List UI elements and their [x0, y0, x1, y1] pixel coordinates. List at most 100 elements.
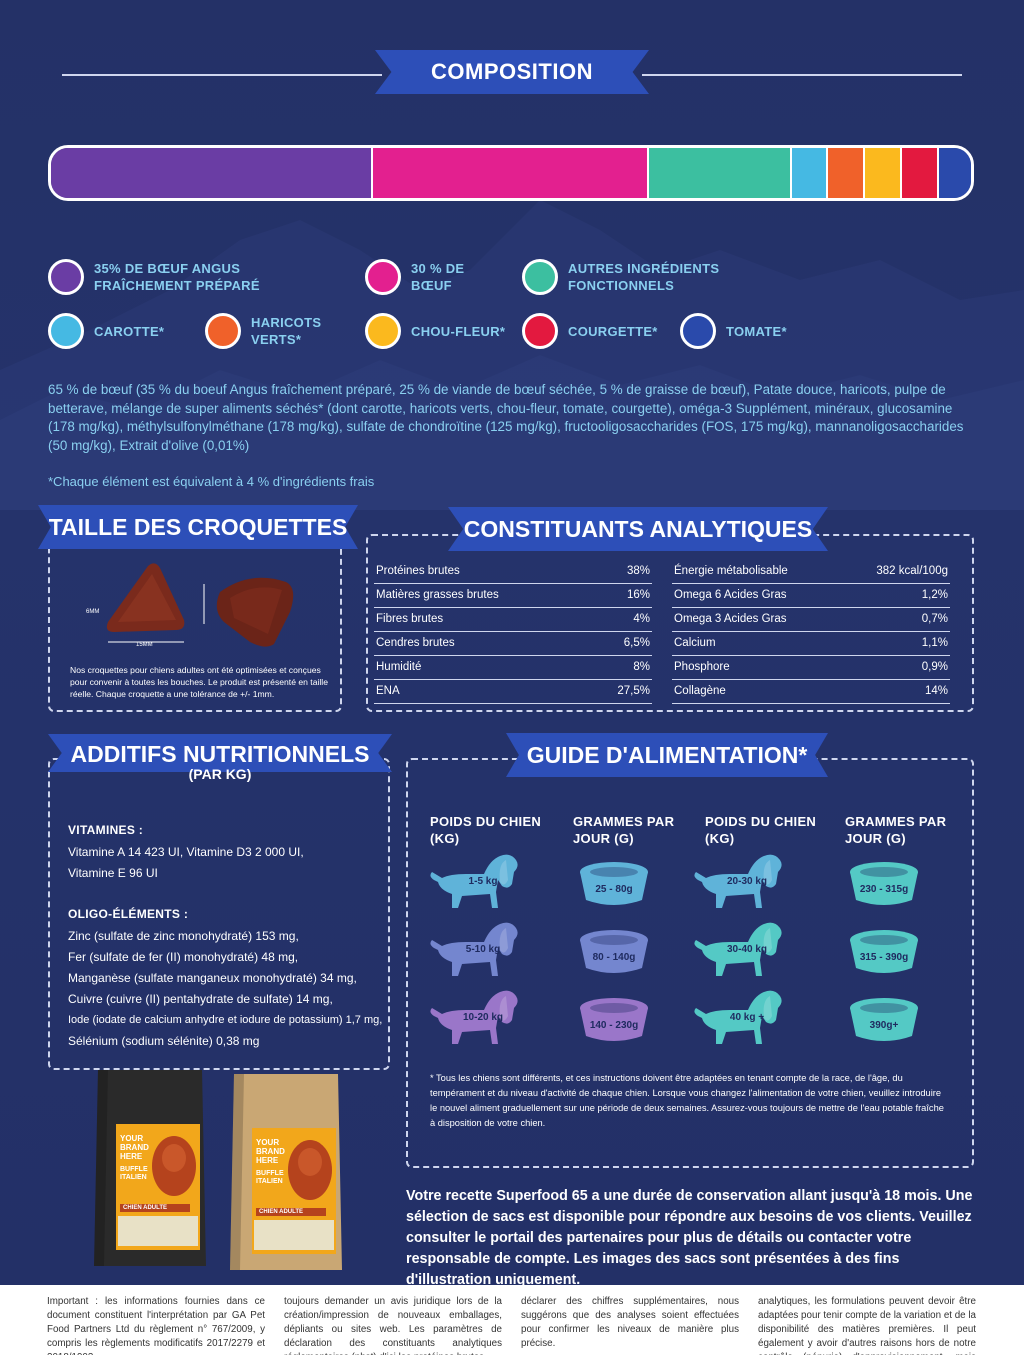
analytic-row: Omega 3 Acides Gras 0,7%: [672, 607, 950, 632]
legend-label: HARICOTS VERTS*: [251, 315, 322, 347]
analytic-name: Énergie métabolisable: [672, 559, 842, 584]
trace-line: Zinc (sulfate de zinc monohydraté) 153 m…: [68, 929, 299, 943]
analytic-name: Calcium: [672, 631, 842, 656]
analytic-value: 1,1%: [841, 631, 950, 656]
trace-line: Cuivre (cuivre (II) pentahydrate de sulf…: [68, 992, 333, 1006]
analytic-value: 0,9%: [841, 655, 950, 680]
bowl-grams-1a: 25 - 80g: [595, 884, 633, 895]
analytic-name: Omega 3 Acides Gras: [672, 607, 842, 632]
legend-swatch: [365, 313, 401, 349]
product-bag: YOUR BRAND HERE BUFFLE ITALIEN CHIEN ADULT…: [226, 1070, 346, 1281]
legend-swatch: [48, 259, 84, 295]
legend-label: 35% DE BŒUF ANGUS FRAÎCHEMENT PRÉPARÉ: [94, 261, 260, 293]
trace-line: Sélénium (sodium sélénite) 0,38 mg: [68, 1034, 260, 1048]
trace-line: Iode (iodate de calcium anhydre et iodur…: [68, 1014, 383, 1026]
product-bag: YOUR BRAND HERE BUFFLE ITALIEN CHIEN ADULT…: [90, 1066, 210, 1277]
dog-weight-3b: 40 kg +: [729, 1012, 765, 1023]
composition-segment-red: [901, 148, 939, 198]
legend-item: CAROTTE*: [48, 313, 214, 349]
legal-disclaimer: Important : les informations fournies da…: [0, 1285, 1024, 1355]
legend-item: TOMATE*: [680, 313, 856, 349]
analytic-name: Collagène: [672, 679, 842, 704]
dog-icon: 30-40 kg: [692, 918, 786, 984]
analytic-row: Matières grasses brutes 16%: [374, 583, 652, 608]
dog-weight-2a: 5-10 kg: [465, 944, 501, 955]
vitamins-line: Vitamine A 14 423 UI, Vitamine D3 2 000 …: [68, 845, 304, 859]
analytic-name: ENA: [374, 679, 590, 704]
kibble-height-label: 6MM: [86, 609, 100, 615]
additives-subtitle: (PAR KG): [188, 766, 252, 782]
legend-label: AUTRES INGRÉDIENTS FONCTIONNELS: [568, 261, 720, 293]
legend-label: CAROTTE*: [94, 323, 165, 339]
legend-swatch: [522, 259, 558, 295]
dog-weight-1b: 20-30 kg: [726, 876, 768, 887]
legend-swatch: [522, 313, 558, 349]
bag-brand: YOUR BRAND HERE: [120, 1134, 149, 1161]
legend-label: 30 % DE BŒUF: [411, 261, 465, 293]
feeding-col-weight-2: POIDS DU CHIEN (KG): [705, 814, 817, 846]
additives-title: ADDITIFS NUTRITIONNELS: [48, 734, 392, 772]
feeding-note: * Tous les chiens sont différents, et ce…: [430, 1073, 944, 1128]
bowl-grams-1b: 230 - 315g: [859, 884, 909, 895]
analytic-value: 16%: [589, 583, 652, 608]
legend-item: COURGETTE*: [522, 313, 698, 349]
analytic-value: 1,2%: [841, 583, 950, 608]
analytic-name: Omega 6 Acides Gras: [672, 583, 842, 608]
analytics-title: CONSTITUANTS ANALYTIQUES: [448, 507, 828, 551]
composition-segment-pink: [373, 148, 649, 198]
trace-elements-heading: OLIGO-ÉLÉMENTS :: [68, 907, 189, 921]
legend-item: AUTRES INGRÉDIENTS FONCTIONNELS: [522, 259, 768, 295]
ingredient-footnote: *Chaque élément est équivalent à 4 % d'i…: [48, 474, 375, 489]
bowl-icon: 140 - 230g: [576, 996, 652, 1044]
disclaimer-column: déclarer des chiffres supplémentaires, n…: [521, 1296, 739, 1349]
analytic-row: Protéines brutes 38%: [374, 559, 652, 584]
dog-icon: 20-30 kg: [692, 850, 786, 916]
analytic-value: 382 kcal/100g: [841, 559, 950, 584]
analytic-value: 4%: [589, 607, 652, 632]
trace-line: Manganèse (sulfate manganeux monohydraté…: [68, 971, 357, 985]
vitamins-line: Vitamine E 96 UI: [68, 866, 158, 880]
composition-bar: [48, 145, 974, 201]
bag-label: CHIEN ADULTE: [256, 1208, 326, 1216]
datasheet-page: COMPOSITION 35% DE BŒUF ANGUS FRAÎCHEMEN…: [0, 0, 1024, 1285]
ingredient-list: 65 % de bœuf (35 % du boeuf Angus fraîch…: [48, 382, 964, 453]
analytic-row: Énergie métabolisable 382 kcal/100g: [672, 559, 950, 584]
kibble-illustration: [106, 563, 294, 647]
dog-weight-2b: 30-40 kg: [726, 944, 768, 955]
analytic-name: Phosphore: [672, 655, 842, 680]
bowl-icon: 80 - 140g: [576, 928, 652, 976]
bag-label: CHIEN ADULTE: [120, 1204, 190, 1212]
legend-label: CHOU-FLEUR*: [411, 323, 506, 339]
analytic-value: 38%: [589, 559, 652, 584]
feeding-col-grams-1: GRAMMES PAR JOUR (G): [573, 814, 675, 846]
bag-product: BUFFLE ITALIEN: [120, 1166, 148, 1181]
vitamins-list: Vitamine A 14 423 UI, Vitamine D3 2 000 …: [68, 842, 304, 884]
legend-swatch: [680, 313, 716, 349]
analytic-row: Omega 6 Acides Gras 1,2%: [672, 583, 950, 608]
dog-icon: 40 kg +: [692, 986, 786, 1052]
composition-segment-purple: [51, 148, 373, 198]
bowl-grams-3b: 390g+: [869, 1020, 899, 1031]
legend-item: CHOU-FLEUR*: [365, 313, 561, 349]
legend-item: HARICOTS VERTS*: [205, 313, 351, 349]
trace-elements-list: Zinc (sulfate de zinc monohydraté) 153 m…: [68, 926, 382, 1052]
legend-swatch: [48, 313, 84, 349]
kibble-title: TAILLE DES CROQUETTES: [38, 505, 358, 549]
composition-segment-orange: [828, 148, 866, 198]
analytic-row: Phosphore 0,9%: [672, 655, 950, 680]
analytic-name: Protéines brutes: [374, 559, 590, 584]
analytic-row: Calcium 1,1%: [672, 631, 950, 656]
legend-item: 35% DE BŒUF ANGUS FRAÎCHEMENT PRÉPARÉ: [48, 259, 284, 295]
legend-label: COURGETTE*: [568, 323, 658, 339]
analytic-name: Matières grasses brutes: [374, 583, 590, 608]
bowl-grams-2a: 80 - 140g: [592, 952, 636, 963]
title-rule-left: [62, 74, 382, 76]
legend-swatch: [205, 313, 241, 349]
title-rule-right: [642, 74, 962, 76]
feeding-title: GUIDE D'ALIMENTATION*: [506, 733, 828, 777]
dog-icon: 1-5 kg: [428, 850, 522, 916]
composition-segment-teal: [649, 148, 792, 198]
disclaimer-column: analytiques, les formulations peuvent de…: [758, 1296, 976, 1355]
composition-segment-navy: [938, 148, 971, 198]
bag-brand: YOUR BRAND HERE: [256, 1138, 285, 1165]
